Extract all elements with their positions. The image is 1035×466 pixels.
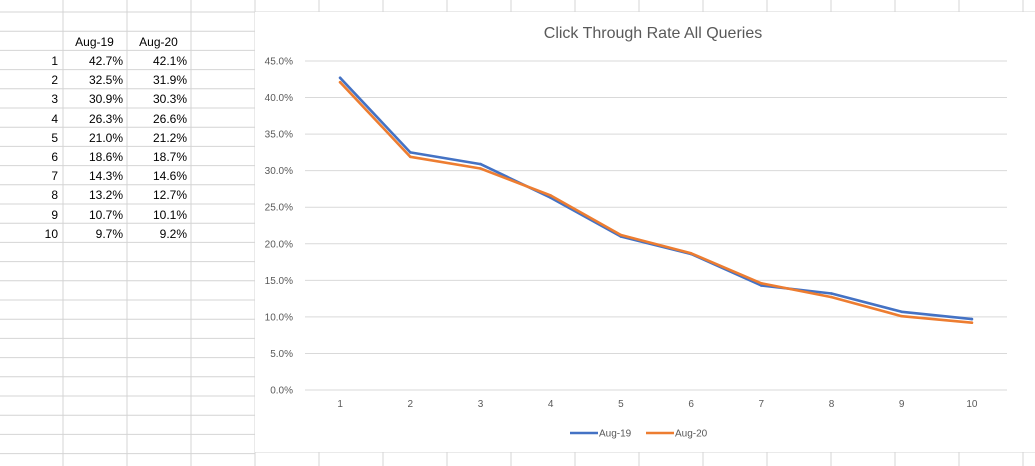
- data-point-aug-20: [338, 80, 342, 84]
- aug19-cell[interactable]: 21.0%: [88, 130, 123, 145]
- aug19-cell[interactable]: 26.3%: [88, 111, 123, 126]
- aug20-cell[interactable]: 14.6%: [152, 169, 187, 184]
- x-tick-label: 9: [899, 399, 905, 410]
- rank-cell[interactable]: 5: [51, 130, 58, 145]
- y-tick-label: 0.0%: [270, 386, 293, 397]
- chart-title: Click Through Rate All Queries: [544, 25, 762, 42]
- x-tick-label: 5: [618, 399, 624, 410]
- aug20-cell[interactable]: 30.3%: [152, 92, 187, 107]
- aug19-cell[interactable]: 10.7%: [88, 207, 123, 222]
- aug20-cell[interactable]: 31.9%: [152, 73, 187, 88]
- y-tick-label: 45.0%: [265, 57, 293, 68]
- aug20-cell[interactable]: 18.7%: [152, 150, 187, 164]
- x-tick-label: 10: [966, 399, 978, 410]
- rank-cell[interactable]: 4: [51, 111, 58, 126]
- x-tick-label: 2: [408, 399, 414, 410]
- rank-cell[interactable]: 7: [51, 169, 58, 184]
- chart-svg: Click Through Rate All Queries 0.0% 5.0% 10…: [265, 25, 1007, 440]
- y-tick-label: 40.0%: [265, 93, 293, 104]
- series-line-aug-19[interactable]: [338, 76, 974, 321]
- y-tick-label: 5.0%: [270, 349, 293, 360]
- rank-cell[interactable]: 8: [51, 188, 58, 203]
- legend-item-aug-20[interactable]: Aug-20: [646, 429, 708, 440]
- x-tick-label: 7: [759, 399, 765, 410]
- aug19-cell[interactable]: 32.5%: [88, 73, 123, 88]
- aug19-cell[interactable]: 18.6%: [88, 150, 123, 164]
- data-point-aug-20: [409, 155, 412, 159]
- legend-label: Aug-19: [599, 429, 632, 440]
- aug20-cell[interactable]: 12.7%: [152, 188, 187, 203]
- legend-item-aug-19[interactable]: Aug-19: [570, 429, 632, 440]
- data-point-aug-20: [689, 252, 693, 255]
- series-line-aug-20[interactable]: [338, 80, 974, 325]
- data-point-aug-20: [549, 194, 552, 197]
- data-point-aug-19: [338, 76, 342, 80]
- aug20-cell[interactable]: 9.2%: [159, 226, 187, 241]
- y-tick-label: 10.0%: [265, 312, 293, 323]
- aug20-cell[interactable]: 21.2%: [152, 130, 187, 145]
- x-tick-label: 8: [829, 399, 835, 410]
- rank-cell[interactable]: 3: [51, 92, 58, 107]
- aug19-cell[interactable]: 30.9%: [88, 92, 123, 107]
- rank-cell[interactable]: 10: [44, 226, 58, 241]
- legend-label: Aug-20: [675, 429, 708, 440]
- data-point-aug-19: [970, 317, 974, 321]
- data-point-aug-20: [970, 321, 974, 325]
- data-point-aug-19: [900, 310, 903, 314]
- y-tick-label: 20.0%: [265, 239, 293, 250]
- rank-cell[interactable]: 1: [51, 54, 58, 68]
- x-tick-label: 3: [478, 399, 484, 410]
- y-tick-label: 30.0%: [265, 166, 293, 177]
- aug19-cell[interactable]: 14.3%: [88, 169, 123, 184]
- header-aug20[interactable]: Aug-20: [139, 35, 178, 49]
- aug20-cell[interactable]: 10.1%: [152, 207, 187, 222]
- data-point-aug-20: [830, 295, 833, 299]
- x-tick-label: 4: [548, 399, 554, 410]
- data-point-aug-19: [409, 151, 412, 154]
- data-point-aug-20: [479, 167, 482, 170]
- rank-cell[interactable]: 2: [51, 73, 58, 88]
- x-tick-label: 6: [688, 399, 694, 410]
- x-tick-label: 1: [337, 399, 343, 410]
- header-aug19[interactable]: Aug-19: [75, 35, 114, 49]
- data-point-aug-19: [830, 292, 833, 295]
- data-point-aug-20: [619, 233, 623, 237]
- data-point-aug-19: [760, 284, 763, 287]
- aug19-cell[interactable]: 42.7%: [88, 54, 123, 68]
- aug19-cell[interactable]: 9.7%: [95, 226, 123, 241]
- y-tick-label: 15.0%: [265, 276, 293, 287]
- rank-cell[interactable]: 6: [51, 150, 58, 164]
- data-point-aug-20: [900, 314, 903, 318]
- y-tick-label: 35.0%: [265, 130, 293, 141]
- y-tick-label: 25.0%: [265, 203, 293, 214]
- line-chart[interactable]: Click Through Rate All Queries 0.0% 5.0% 10…: [255, 12, 1035, 452]
- aug20-cell[interactable]: 26.6%: [152, 111, 187, 126]
- aug20-cell[interactable]: 42.1%: [152, 54, 187, 68]
- aug19-cell[interactable]: 13.2%: [88, 188, 123, 203]
- rank-cell[interactable]: 9: [51, 207, 58, 222]
- data-point-aug-19: [479, 162, 482, 166]
- data-point-aug-20: [760, 282, 763, 285]
